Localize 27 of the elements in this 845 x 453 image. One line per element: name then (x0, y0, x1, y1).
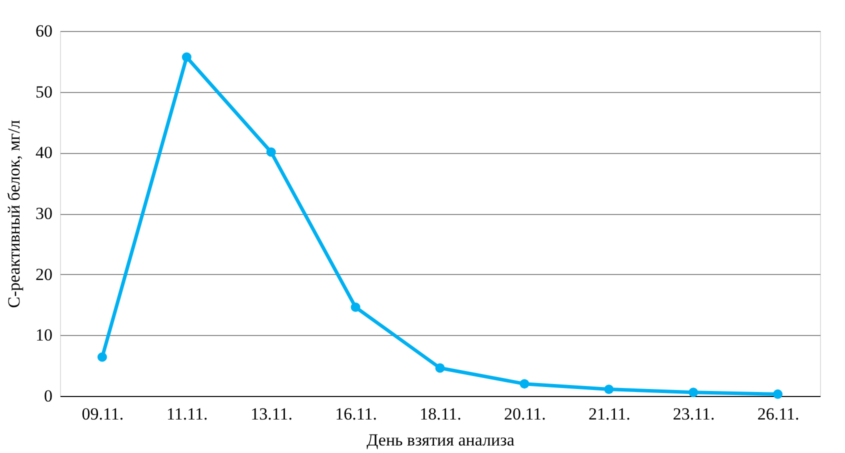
y-tick-label: 0 (44, 386, 52, 406)
y-tick-label: 20 (36, 264, 52, 284)
point (350, 302, 360, 312)
y-tick-label: 40 (36, 143, 52, 162)
y-tick-label: 60 (36, 22, 52, 40)
x-tick-label: 13.11. (250, 404, 293, 424)
point (97, 352, 107, 362)
x-tick-label: 09.11. (82, 404, 124, 424)
x-tick-label: 21.11. (588, 404, 630, 424)
point (773, 389, 783, 399)
point (688, 388, 698, 398)
x-tick-label: 18.11. (420, 404, 462, 424)
y-tick-label: 30 (36, 204, 52, 223)
y-axis-title: С-реактивный белок, мг/л (4, 120, 24, 308)
x-tick-label: 16.11. (335, 404, 377, 424)
x-tick-label: 20.11. (504, 404, 546, 424)
point (604, 384, 614, 394)
point (435, 363, 445, 373)
y-tick-label: 50 (36, 82, 52, 102)
x-tick-label: 23.11. (672, 404, 715, 424)
x-axis-title: День взятия анализа (366, 430, 515, 450)
y-tick-label: 10 (36, 326, 52, 345)
point (520, 379, 530, 389)
x-tick-label: 11.11. (166, 404, 208, 424)
x-tick-label: 26.11. (757, 404, 800, 424)
point (182, 52, 192, 62)
point (266, 147, 276, 157)
